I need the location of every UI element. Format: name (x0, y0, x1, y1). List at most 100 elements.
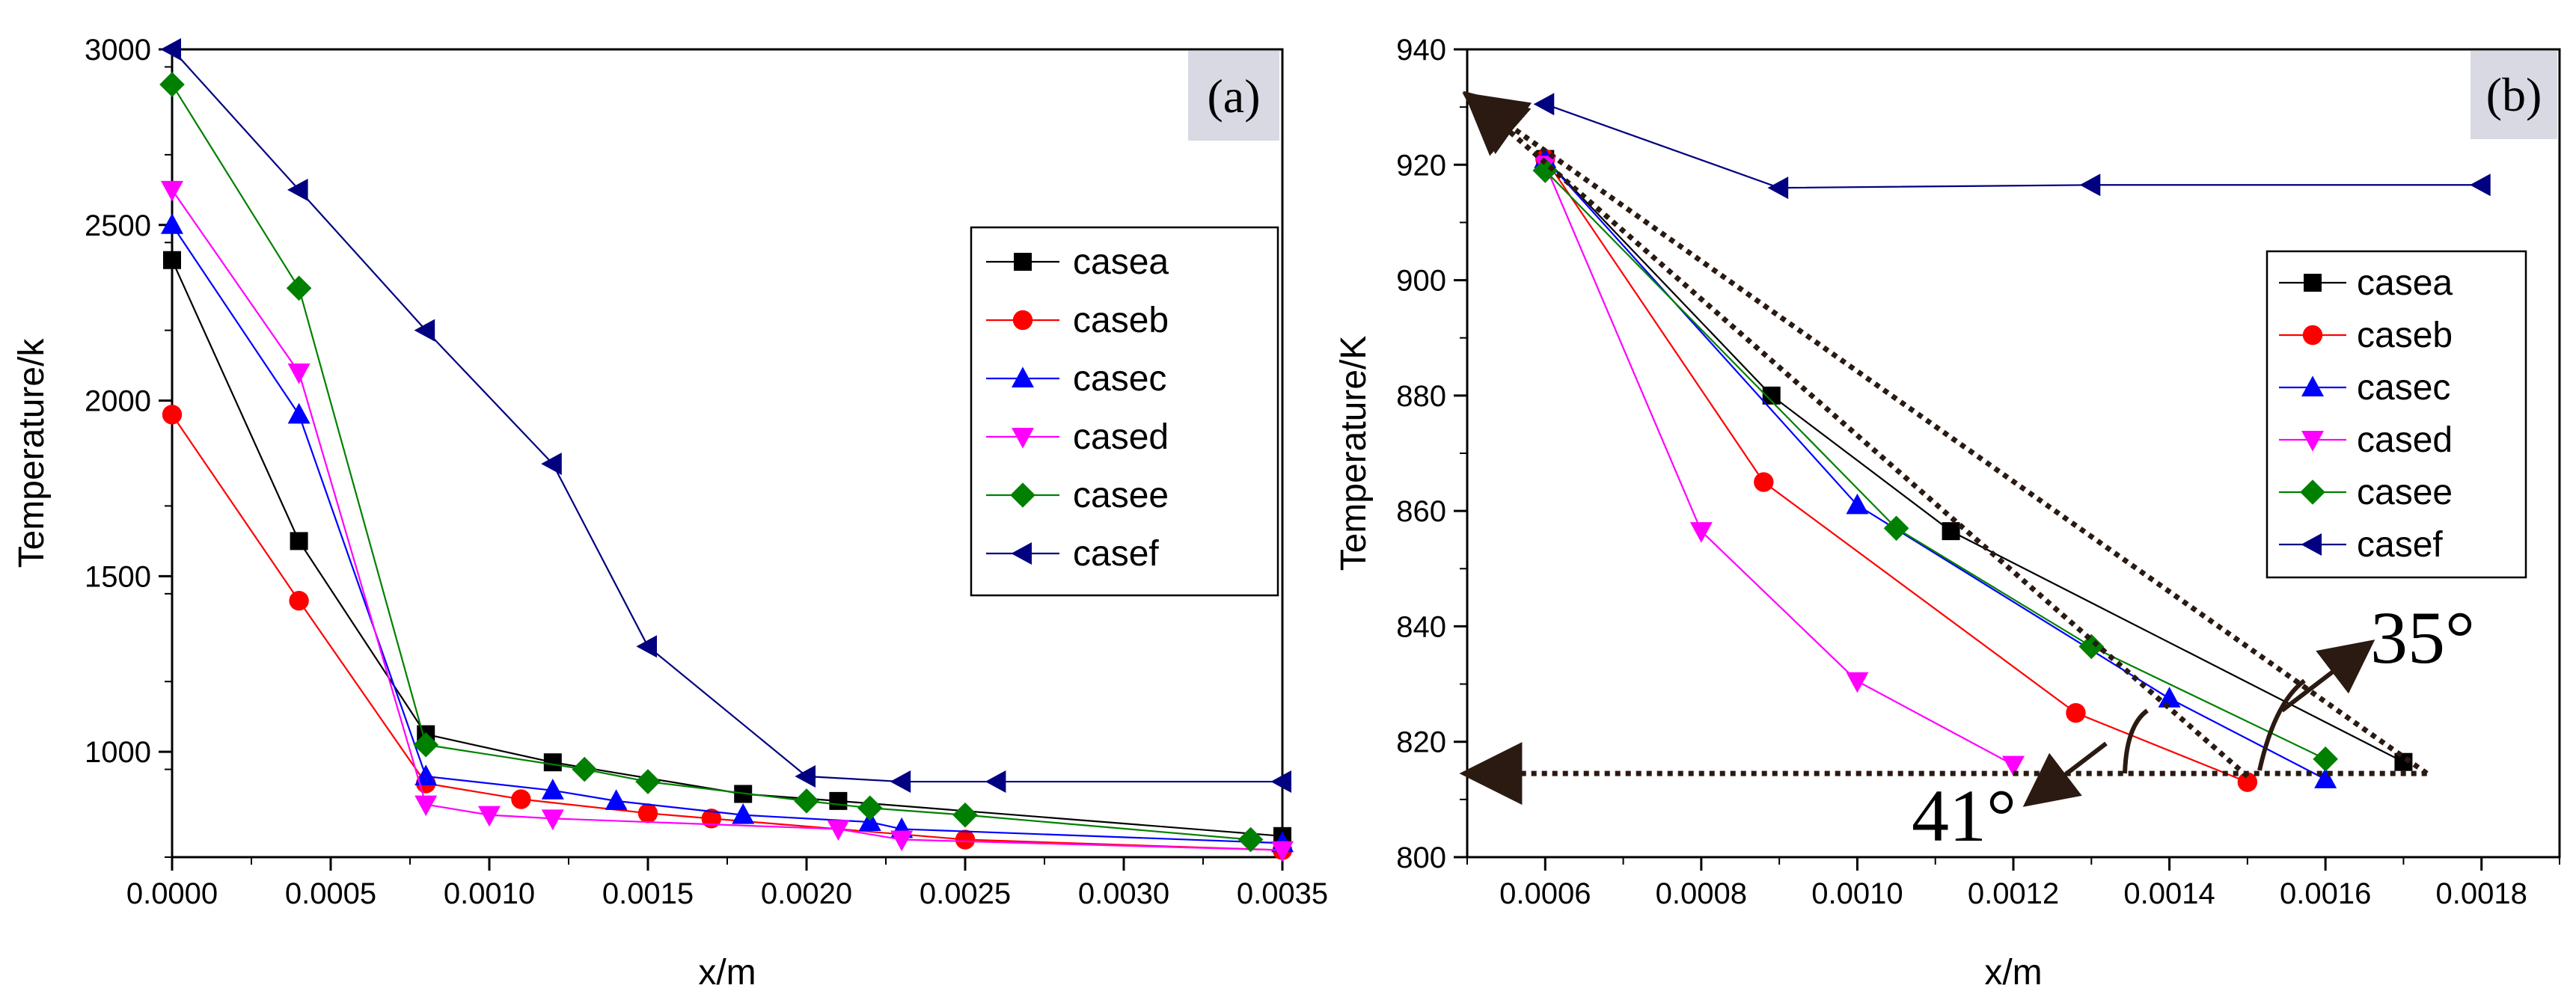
legend-label: cased (1073, 417, 1169, 457)
legend-marker (2301, 431, 2324, 452)
y-tick-label: 840 (1396, 610, 1446, 643)
data-point-casec (2158, 687, 2181, 708)
x-tick-label: 0.0020 (761, 877, 852, 910)
legend-label: caseb (2357, 316, 2453, 355)
data-point-cased (161, 180, 183, 202)
data-point-casef (795, 765, 816, 788)
series-group-a (159, 38, 1294, 862)
data-point-casec (161, 213, 183, 234)
legend-marker (2301, 533, 2322, 556)
series-group-b (1532, 93, 2491, 792)
x-axis-title-a: x/m (698, 953, 756, 993)
data-point-caseb (955, 829, 976, 850)
panel-a: 0.0000 0.0005 0.0010 0.0015 0.0020 0.0025 0.00… (12, 34, 1328, 993)
arrow-41 (2022, 741, 2108, 807)
data-point-cased (2002, 755, 2025, 777)
angle-arc-35 (2257, 678, 2306, 771)
x-tick-label: 0.0025 (920, 877, 1011, 910)
legend-entry-cased: cased (986, 417, 1169, 457)
x-tick-label: 0.0008 (1656, 877, 1747, 910)
y-ticks-a: 1000 1500 2000 2500 3000 (85, 34, 172, 858)
data-point-cased (1846, 672, 1869, 693)
y-tick-label: 1000 (85, 736, 151, 769)
x-ticks-b: 0.0006 0.0008 0.0010 0.0012 0.0014 0.0016 0.00… (1466, 857, 2560, 910)
data-point-caseb (1754, 472, 1774, 492)
legend-entry-caseb: caseb (2279, 316, 2453, 355)
series-casef (1533, 93, 2491, 200)
data-point-cased (478, 806, 501, 827)
legend-a: casea caseb casec cased casee casef (970, 226, 1279, 597)
legend-marker (2304, 274, 2322, 292)
data-point-casee (1883, 515, 1909, 542)
data-point-cased (1271, 841, 1294, 862)
x-tick-label: 0.0018 (2436, 877, 2527, 910)
x-tick-label: 0.0010 (1811, 877, 1903, 910)
data-point-caseb (511, 789, 531, 809)
legend-entry-casec: casec (986, 359, 1166, 399)
legend-marker (2300, 479, 2325, 505)
data-point-casea (290, 532, 308, 550)
y-tick-label: 2500 (85, 209, 151, 242)
data-point-cased (827, 820, 850, 841)
data-point-casee (413, 731, 438, 758)
data-point-casee (635, 769, 661, 794)
data-point-casef (160, 38, 181, 61)
series-line-caseb (171, 414, 1283, 851)
y-tick-label: 3000 (85, 34, 151, 67)
legend-label: casef (1073, 534, 1159, 574)
dotted-guide-line (1463, 91, 2250, 779)
series-line-casee (1544, 170, 2326, 760)
data-point-caseb (2237, 772, 2258, 792)
data-point-casec (2314, 767, 2337, 788)
x-tick-label: 0.0016 (2280, 877, 2371, 910)
angle-label-41: 41° (1912, 774, 2016, 857)
angle-label-35: 35° (2370, 596, 2475, 679)
data-point-casee (2078, 634, 2105, 660)
x-axis-title-b: x/m (1984, 953, 2042, 993)
data-point-casef (2470, 174, 2491, 197)
x-tick-label: 0.0005 (285, 877, 376, 910)
angle-arc-41 (2123, 708, 2149, 774)
y-tick-label: 860 (1396, 495, 1446, 528)
data-point-cased (287, 364, 310, 384)
series-cased (161, 180, 1294, 862)
legend-entry-casea: casea (986, 242, 1169, 282)
legend-marker (1011, 542, 1032, 565)
data-point-casef (2079, 174, 2101, 197)
legend-marker (1012, 310, 1033, 331)
data-point-casee (572, 756, 597, 782)
y-tick-label: 920 (1396, 149, 1446, 182)
legend-box-b (2266, 250, 2527, 579)
data-point-casec (414, 764, 438, 785)
legend-label: casee (2357, 473, 2453, 512)
x-tick-label: 0.0030 (1078, 877, 1169, 910)
legend-entry-casee: casee (986, 476, 1169, 515)
legend-label: casec (2357, 368, 2450, 408)
legend-entry-casef: casef (2279, 525, 2443, 565)
data-point-casea (163, 251, 181, 269)
data-point-casee (794, 788, 819, 814)
data-point-casef (287, 178, 308, 201)
data-point-caseb (289, 591, 309, 611)
data-point-casee (952, 802, 978, 828)
x-tick-label: 0.0010 (444, 877, 535, 910)
series-casef (160, 38, 1291, 794)
data-point-casef (414, 319, 435, 342)
legend-marker (1012, 428, 1034, 449)
x-tick-label: 0.0000 (126, 877, 218, 910)
y-axis-title-a: Temperature/k (12, 338, 52, 568)
y-tick-label: 820 (1396, 726, 1446, 759)
legend-label: casea (2357, 263, 2453, 303)
y-axis-title-b: Temperature/K (1334, 336, 1374, 571)
data-point-casee (1532, 158, 1558, 183)
panel-label-a: (a) (1207, 70, 1260, 123)
data-point-cased (414, 795, 438, 817)
y-tick-label: 1500 (85, 560, 151, 593)
data-point-casec (1846, 493, 1869, 515)
arrow-35 (2280, 639, 2375, 713)
data-point-casec (858, 810, 881, 832)
data-point-casef (541, 453, 562, 476)
x-tick-label: 0.0014 (2123, 877, 2215, 910)
